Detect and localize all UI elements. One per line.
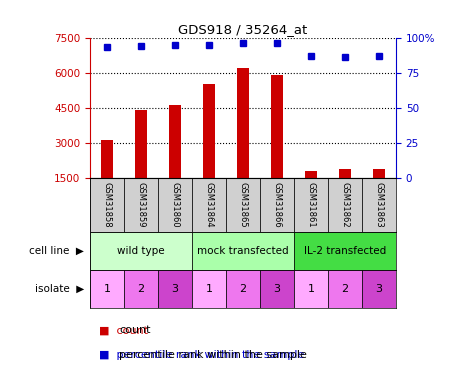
Text: GSM31859: GSM31859 bbox=[136, 182, 145, 228]
Text: isolate  ▶: isolate ▶ bbox=[35, 284, 84, 294]
Bar bbox=[90, 232, 192, 270]
Bar bbox=[373, 168, 385, 178]
Text: cell line  ▶: cell line ▶ bbox=[29, 246, 84, 256]
Bar bbox=[237, 68, 249, 178]
Text: 3: 3 bbox=[375, 284, 382, 294]
Bar bbox=[90, 178, 124, 232]
Text: GSM31864: GSM31864 bbox=[204, 182, 213, 228]
Bar bbox=[101, 141, 113, 178]
Text: GSM31860: GSM31860 bbox=[171, 182, 180, 228]
Text: 2: 2 bbox=[239, 284, 247, 294]
Text: GSM31858: GSM31858 bbox=[103, 182, 112, 228]
Bar bbox=[169, 105, 181, 178]
Text: GSM31861: GSM31861 bbox=[306, 182, 315, 228]
Bar bbox=[328, 270, 362, 308]
Bar bbox=[124, 270, 158, 308]
Bar bbox=[260, 270, 294, 308]
Text: GSM31866: GSM31866 bbox=[273, 182, 282, 228]
Text: GSM31863: GSM31863 bbox=[374, 182, 383, 228]
Text: 3: 3 bbox=[274, 284, 280, 294]
Bar bbox=[226, 270, 260, 308]
Text: percentile rank within the sample: percentile rank within the sample bbox=[119, 350, 307, 360]
Bar bbox=[339, 168, 351, 178]
Bar bbox=[328, 178, 362, 232]
Text: 3: 3 bbox=[171, 284, 179, 294]
Bar bbox=[362, 178, 396, 232]
Text: 2: 2 bbox=[342, 284, 349, 294]
Bar bbox=[271, 75, 283, 178]
Bar bbox=[192, 178, 226, 232]
Text: ■  count: ■ count bbox=[99, 325, 148, 335]
Text: 1: 1 bbox=[206, 284, 212, 294]
Title: GDS918 / 35264_at: GDS918 / 35264_at bbox=[178, 23, 308, 36]
Text: 1: 1 bbox=[104, 284, 111, 294]
Bar bbox=[192, 232, 294, 270]
Bar bbox=[260, 178, 294, 232]
Bar bbox=[90, 270, 124, 308]
Bar bbox=[158, 178, 192, 232]
Text: IL-2 transfected: IL-2 transfected bbox=[304, 246, 386, 256]
Bar bbox=[294, 270, 328, 308]
Text: 2: 2 bbox=[137, 284, 144, 294]
Bar bbox=[294, 232, 396, 270]
Text: 1: 1 bbox=[307, 284, 315, 294]
Bar bbox=[135, 110, 147, 178]
Text: GSM31862: GSM31862 bbox=[341, 182, 350, 228]
Text: ■  percentile rank within the sample: ■ percentile rank within the sample bbox=[99, 350, 304, 360]
Text: count: count bbox=[119, 325, 151, 335]
Bar bbox=[362, 270, 396, 308]
Bar bbox=[192, 270, 226, 308]
Bar bbox=[158, 270, 192, 308]
Bar bbox=[305, 171, 317, 178]
Bar bbox=[294, 178, 328, 232]
Bar bbox=[226, 178, 260, 232]
Text: mock transfected: mock transfected bbox=[197, 246, 289, 256]
Bar bbox=[124, 178, 158, 232]
Text: GSM31865: GSM31865 bbox=[238, 182, 248, 228]
Bar bbox=[203, 84, 215, 178]
Text: wild type: wild type bbox=[117, 246, 165, 256]
